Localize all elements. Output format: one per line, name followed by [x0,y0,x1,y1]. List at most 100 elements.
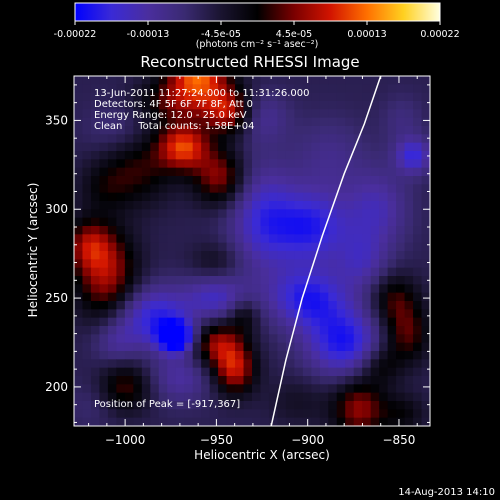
heatmap-cell [302,384,312,394]
heatmap-cell [413,292,423,302]
heatmap-cell [226,309,236,319]
heatmap-cell [150,276,160,285]
heatmap-cell [277,276,287,285]
heatmap-cell [192,176,202,185]
heatmap-cell [133,117,143,127]
heatmap-cell [226,384,236,394]
heatmap-cell [302,359,312,369]
heatmap-cell [107,92,117,102]
heatmap-cell [243,334,253,344]
heatmap-cell [396,351,406,360]
heatmap-cell [285,309,295,319]
heatmap-cell [285,392,295,402]
heatmap-cell [362,184,372,194]
heatmap-cell [124,342,134,352]
heatmap-cell [311,259,321,269]
heatmap-cell [379,117,389,127]
heatmap-cell [362,267,372,277]
heatmap-cell [218,284,228,294]
heatmap-cell [184,259,194,269]
heatmap-cell [285,376,295,385]
heatmap-cell [345,92,355,102]
heatmap-cell [285,251,295,260]
annotation-line: 13-Jun-2011 11:27:24.000 to 11:31:26.000 [94,88,310,99]
colorbar: -0.00022 -0.00013 -4.5e-05 4.5e-05 0.00013 0.… [54,2,460,50]
heatmap-cell [302,217,312,227]
heatmap-cell [260,276,270,285]
x-tick-label: −900 [291,433,324,447]
heatmap-cell [133,384,143,394]
heatmap-cell [243,259,253,269]
heatmap-cell [141,359,151,369]
heatmap-cell [345,184,355,194]
heatmap-cell [413,117,423,127]
heatmap-cell [107,234,117,244]
heatmap-cell [218,134,228,144]
heatmap-cell [294,284,304,294]
heatmap-cell [201,126,211,135]
heatmap-cell [285,234,295,244]
heatmap-cell [345,167,355,177]
heatmap-cell [150,359,160,369]
heatmap-cell [328,159,338,169]
heatmap-cell [268,317,279,327]
heatmap-cell [150,367,160,377]
heatmap-cell [124,151,134,160]
y-tick-label: 350 [45,113,68,127]
heatmap-cell [184,151,194,160]
heatmap-cell [387,367,397,377]
heatmap-cell [226,192,236,202]
heatmap-cell [209,392,219,402]
heatmap-cell [226,167,236,177]
heatmap-cell [150,184,160,194]
heatmap-cell [243,201,253,210]
heatmap-cell [277,251,287,260]
heatmap-cell [387,242,397,252]
heatmap-cell [387,334,397,344]
heatmap-cell [124,234,134,244]
heatmap-cell [141,409,151,419]
heatmap-cell [243,109,253,119]
heatmap-cell [319,409,329,419]
heatmap-cell [370,376,380,385]
heatmap-cell [175,217,185,227]
heatmap-cell [133,401,143,410]
heatmap-cell [192,326,202,335]
heatmap-cell [226,276,236,285]
heatmap-cell [209,84,219,94]
heatmap-cell [90,309,101,319]
heatmap-cell [285,226,295,235]
heatmap-cell [90,134,101,144]
heatmap-cell [201,317,211,327]
heatmap-cell [413,334,423,344]
heatmap-cell [362,342,372,352]
heatmap-cell [277,259,287,269]
heatmap-cell [319,84,329,94]
heatmap-cell [133,176,143,185]
heatmap-cell [107,76,117,85]
heatmap-cell [133,209,143,219]
heatmap-cell [74,251,84,260]
heatmap-cell [277,401,287,410]
heatmap-cell [311,159,321,169]
heatmap-cell [336,309,346,319]
heatmap-cell [370,401,380,410]
heatmap-cell [362,367,372,377]
heatmap-cell [74,234,84,244]
heatmap-cell [379,217,389,227]
heatmap-cell [141,342,151,352]
heatmap-cell [370,384,380,394]
heatmap-cell [82,401,92,410]
heatmap-cell [413,384,423,394]
heatmap-cell [82,176,92,185]
heatmap-cell [387,92,397,102]
heatmap-cell [74,376,84,385]
heatmap-cell [235,392,245,402]
heatmap-cell [243,76,253,85]
heatmap-cell [107,292,117,302]
heatmap-cell [370,109,380,119]
heatmap-cell [277,367,287,377]
heatmap-cell [74,92,84,102]
heatmap-cell [294,417,304,426]
heatmap-cell [192,251,202,260]
